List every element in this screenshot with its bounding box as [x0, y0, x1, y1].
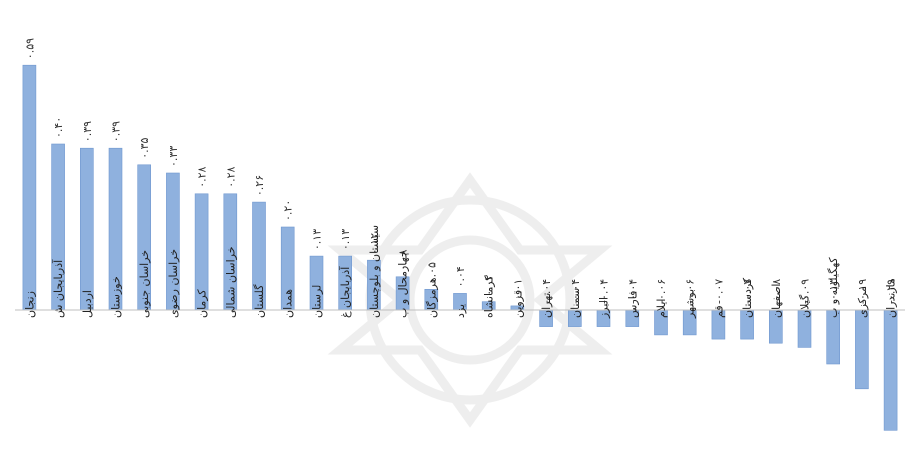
value-label: -۰.۰۶: [684, 279, 697, 304]
category-label: سمنان: [569, 288, 582, 318]
value-label: ۰.۳۹: [81, 121, 94, 142]
value-label: -۰.۰۶: [655, 279, 668, 304]
category-label: کرمان: [196, 289, 209, 318]
category-label: مازندران: [885, 278, 898, 318]
category-label: خوزستان: [110, 276, 123, 318]
value-label: ۰.۲۸: [224, 166, 237, 187]
value-label: ۰.۰۲: [483, 274, 496, 295]
value-label: -۰.۰۴: [540, 279, 553, 304]
bar: [22, 64, 37, 311]
value-label: ۰.۱۳: [311, 229, 324, 250]
value-label: -۰.۰۴: [626, 279, 639, 304]
category-label: لرستان: [311, 285, 324, 318]
value-label: -۰.۰۴: [569, 279, 582, 304]
category-label: کرمانشاه: [483, 275, 496, 318]
value-label: ۰.۲۶: [253, 175, 266, 196]
value-label: ۰.۳۵: [138, 137, 151, 158]
value-label: ۰.۰۵: [425, 262, 438, 283]
category-label: مرکزی: [856, 286, 869, 318]
value-label: -۰.۰۷: [741, 279, 754, 304]
value-label: ۰.۰۴: [454, 266, 467, 287]
category-label: آذربایجان غ: [338, 266, 352, 318]
category-label: گلستان: [253, 284, 266, 318]
category-label: فارس: [626, 291, 639, 318]
category-label: گیلان: [799, 294, 812, 318]
value-label: -۰.۰۸: [770, 279, 783, 304]
value-label: ۰.۳۳: [167, 146, 180, 167]
value-label: ۰.۲۰: [282, 200, 295, 221]
bar: [883, 309, 898, 431]
value-label: ۰.۰۸: [397, 249, 410, 270]
bar: [855, 309, 869, 390]
category-label: کهگیلویه و ب: [827, 257, 840, 318]
category-label: خراسان رضوی: [167, 249, 180, 318]
category-label: هرمزگان: [425, 277, 438, 318]
value-label: ۰.۴۰: [52, 117, 65, 138]
value-label: ۰.۰۱: [511, 279, 524, 300]
category-label: آذربایجان ش: [51, 259, 65, 318]
category-label: ایلام: [655, 299, 668, 319]
category-label: همدان: [282, 289, 295, 318]
category-label: قزوین: [511, 290, 524, 318]
value-label: ۰.۱۳: [339, 229, 352, 250]
category-label: بوشهر: [684, 289, 697, 319]
category-label: زنجان: [23, 291, 36, 318]
category-label: چهارمحال و ب: [397, 250, 410, 318]
value-label: -۰.۱۳: [827, 279, 840, 304]
category-label: خراسان جنوبی: [138, 250, 151, 318]
value-label: -۰.۰۴: [598, 279, 611, 304]
value-label: ۰.۱۲: [368, 233, 381, 254]
category-label: یزد: [454, 304, 467, 318]
value-label: ۰.۲۸: [196, 166, 209, 187]
value-labels-group: ۰.۵۹ ۰.۴۰ ۰.۳۹ ۰.۳۹ ۰.۳۵ ۰.۳۳ ۰.۲۸ ۰.۲۸ ۰.۲۶ ۰.۲۰…: [23, 38, 897, 304]
category-label: خراسان شمالی: [224, 246, 237, 318]
value-label: ۰.۵۹: [23, 38, 36, 59]
value-label: -۰.۰۹: [799, 279, 812, 304]
value-label: ۰.۳۹: [110, 121, 123, 142]
value-label: -۰.۲۹: [885, 279, 898, 304]
category-label: سیستان و بلوچستان: [368, 225, 381, 318]
category-label: کردستان: [741, 277, 754, 318]
bars-group: [22, 64, 898, 431]
category-labels-group: زنجان آذربایجان ش اردبیل خوزستان خراسان جنوب…: [23, 225, 897, 319]
bar: [80, 147, 94, 311]
value-label: -۰.۱۹: [856, 279, 869, 304]
category-label: اصفهان: [770, 284, 783, 318]
category-label: اردبیل: [81, 290, 94, 318]
category-label: البرز: [598, 297, 611, 319]
category-label: قم: [712, 305, 725, 318]
value-label: -۰.۰۷: [712, 279, 725, 304]
category-label: تهران: [540, 293, 553, 318]
